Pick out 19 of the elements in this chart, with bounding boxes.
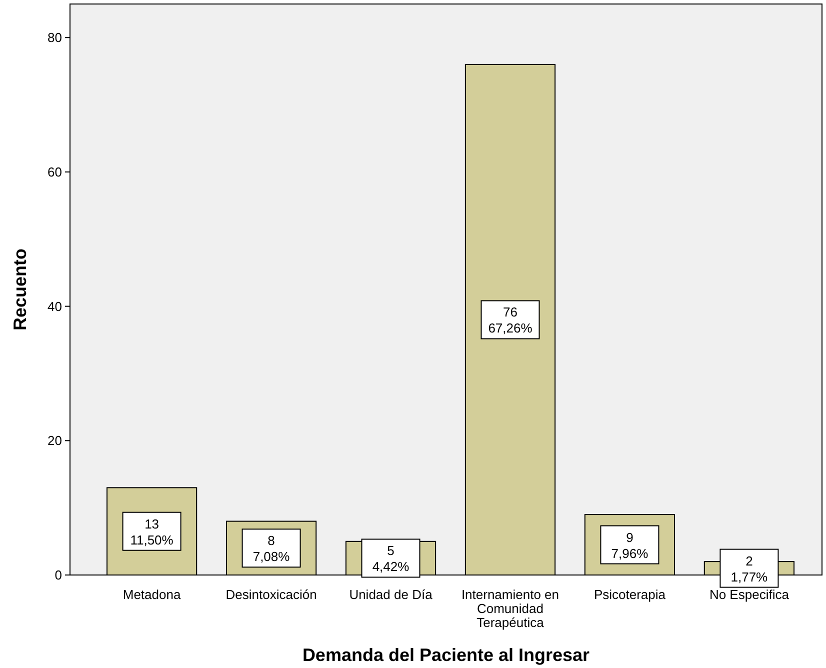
data-label: 9 7,96% <box>611 530 649 561</box>
x-tick-label: No Especifica <box>709 587 790 602</box>
y-tick-label: 0 <box>54 568 62 583</box>
x-tick-label: Metadona <box>122 587 182 602</box>
x-tick-label: Desintoxicación <box>226 587 317 602</box>
y-tick-label: 40 <box>48 298 62 314</box>
y-tick-label: 20 <box>48 433 62 448</box>
x-axis-title: Demanda del Paciente al Ingresar <box>302 645 590 665</box>
data-label: 5 4,42% <box>372 543 410 574</box>
x-tick-label: Internamiento en Comunidad Terapéutica <box>461 587 560 630</box>
y-tick-label: 80 <box>48 30 62 46</box>
y-axis-title: Recuento <box>10 248 30 331</box>
data-label: 2 1,77% <box>730 553 768 584</box>
data-label: 13 11,50% <box>130 516 174 548</box>
x-tick-label: Psicoterapia <box>594 587 666 602</box>
y-tick-label: 60 <box>48 164 62 180</box>
data-label: 8 7,08% <box>252 533 290 564</box>
data-label: 76 67,26% <box>488 304 533 336</box>
x-tick-label: Unidad de Día <box>349 587 434 602</box>
